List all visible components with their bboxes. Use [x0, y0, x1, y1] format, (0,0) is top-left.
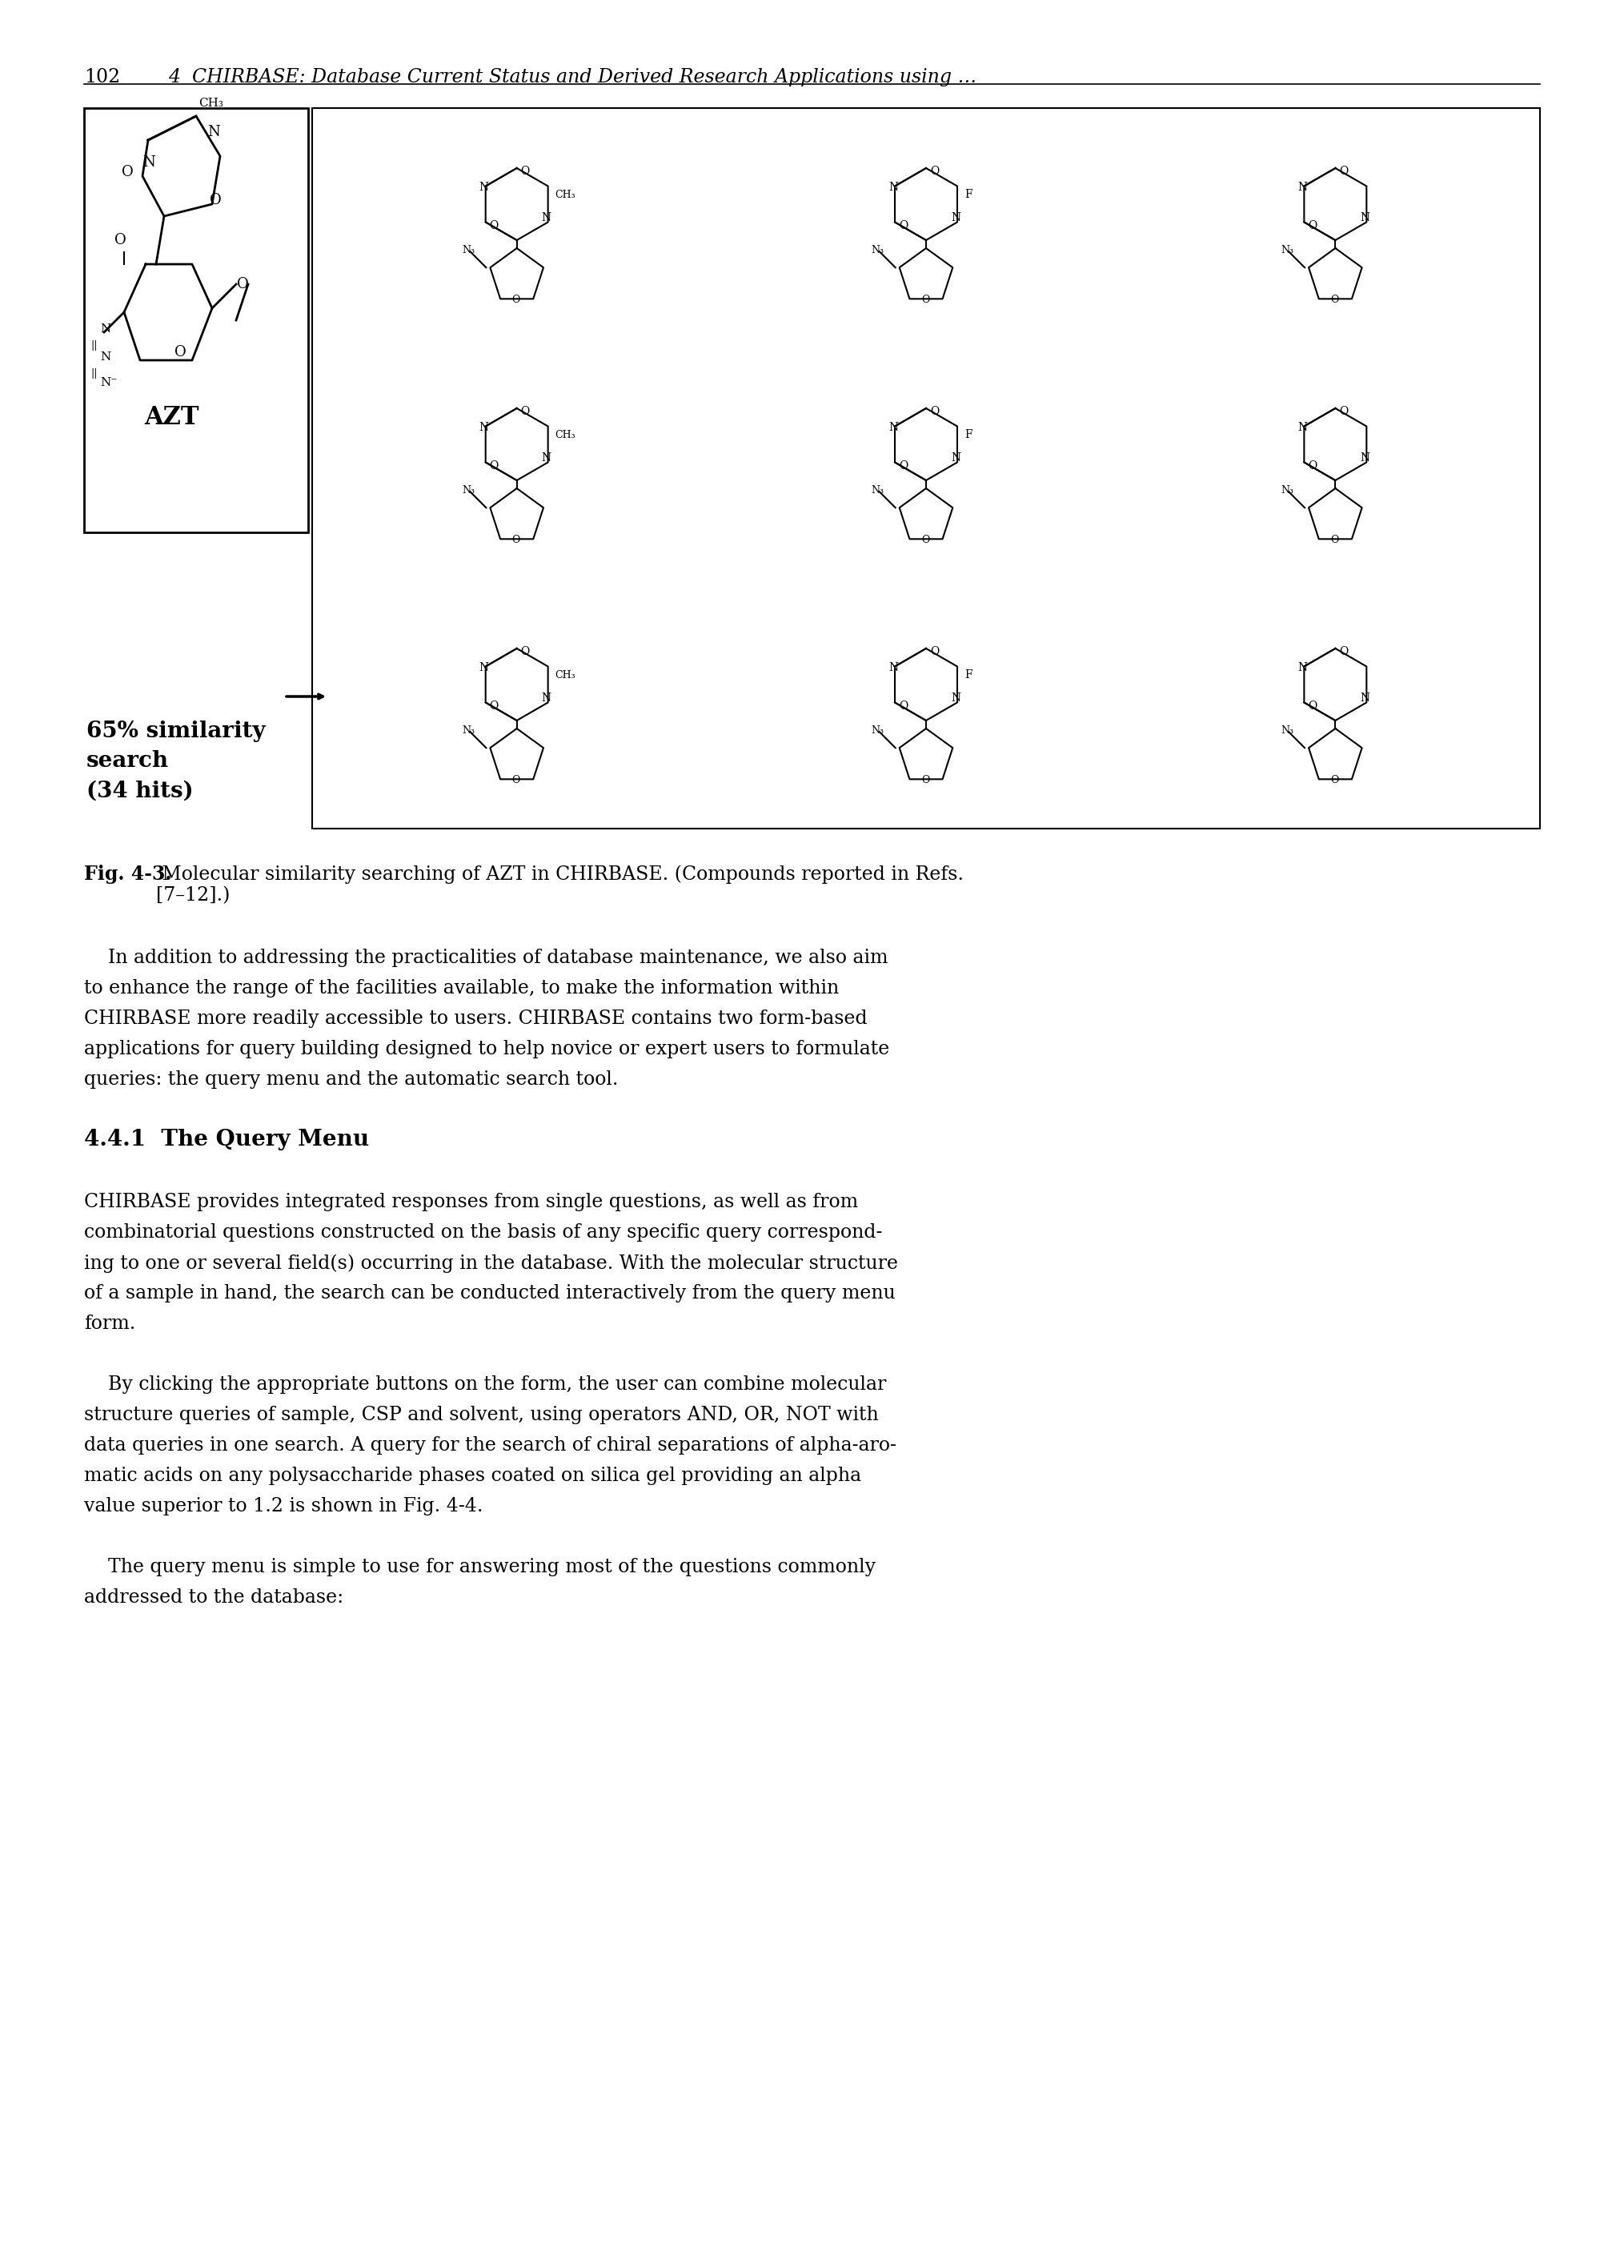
Text: O: O [1330, 535, 1338, 544]
Text: N₃: N₃ [1281, 245, 1293, 256]
Text: data queries in one search. A query for the search of chiral separations of alph: data queries in one search. A query for … [84, 1436, 896, 1454]
Text: O: O [1330, 295, 1338, 304]
Text: N₃: N₃ [1281, 485, 1293, 497]
Text: matic acids on any polysaccharide phases coated on silica gel providing an alpha: matic acids on any polysaccharide phases… [84, 1467, 861, 1486]
Text: O: O [898, 701, 908, 712]
Text: N: N [1361, 211, 1369, 222]
Text: O: O [921, 535, 929, 544]
Text: N: N [208, 125, 219, 138]
Text: N₃: N₃ [463, 485, 474, 497]
Text: O: O [489, 220, 499, 231]
Text: O: O [209, 193, 221, 206]
Text: F: F [965, 429, 973, 440]
Text: O: O [489, 460, 499, 472]
Text: N₃: N₃ [872, 245, 883, 256]
Text: By clicking the appropriate buttons on the form, the user can combine molecular: By clicking the appropriate buttons on t… [84, 1374, 887, 1395]
Text: In addition to addressing the practicalities of database maintenance, we also ai: In addition to addressing the practicali… [84, 948, 888, 966]
Text: O: O [1340, 166, 1348, 177]
Text: N: N [479, 662, 489, 674]
Text: to enhance the range of the facilities available, to make the information within: to enhance the range of the facilities a… [84, 980, 840, 998]
Text: N: N [479, 422, 489, 433]
Text: N₃: N₃ [1281, 726, 1293, 735]
Bar [312, 109, 1540, 828]
Text: applications for query building designed to help novice or expert users to formu: applications for query building designed… [84, 1041, 890, 1059]
Text: O: O [1309, 460, 1317, 472]
Text: value superior to 1.2 is shown in Fig. 4-4.: value superior to 1.2 is shown in Fig. 4… [84, 1497, 482, 1515]
Text: 4  CHIRBASE: Database Current Status and Derived Research Applications using …: 4 CHIRBASE: Database Current Status and … [167, 68, 976, 86]
Text: ||: || [91, 367, 97, 379]
Text: N: N [888, 662, 898, 674]
Text: N: N [541, 451, 551, 463]
Text: AZT: AZT [145, 406, 200, 431]
Text: O: O [114, 234, 127, 247]
Text: N: N [888, 422, 898, 433]
Text: N⁻: N⁻ [101, 376, 117, 388]
Text: 4.4.1  The Query Menu: 4.4.1 The Query Menu [84, 1129, 369, 1150]
Text: O: O [512, 295, 520, 304]
Text: O: O [512, 535, 520, 544]
Text: Molecular similarity searching of AZT in CHIRBASE. (Compounds reported in Refs.
: Molecular similarity searching of AZT in… [156, 864, 963, 905]
Text: O: O [521, 646, 529, 658]
Text: N: N [950, 451, 960, 463]
Text: queries: the query menu and the automatic search tool.: queries: the query menu and the automati… [84, 1070, 619, 1089]
Text: of a sample in hand, the search can be conducted interactively from the query me: of a sample in hand, the search can be c… [84, 1284, 895, 1302]
Text: N₃: N₃ [463, 245, 474, 256]
Text: structure queries of sample, CSP and solvent, using operators AND, OR, NOT with: structure queries of sample, CSP and sol… [84, 1406, 879, 1424]
Text: O: O [931, 166, 939, 177]
Text: O: O [521, 406, 529, 417]
Text: O: O [512, 776, 520, 785]
Text: CH₃: CH₃ [555, 669, 577, 680]
Text: Fig. 4-3.: Fig. 4-3. [84, 864, 172, 885]
Text: N: N [541, 211, 551, 222]
Text: N₃: N₃ [872, 726, 883, 735]
Text: 65% similarity
search
(34 hits): 65% similarity search (34 hits) [86, 721, 265, 803]
Text: combinatorial questions constructed on the basis of any specific query correspon: combinatorial questions constructed on t… [84, 1222, 882, 1241]
Text: 102: 102 [84, 68, 120, 86]
Text: O: O [1309, 220, 1317, 231]
Text: O: O [521, 166, 529, 177]
Text: F: F [965, 669, 973, 680]
Text: O: O [931, 646, 939, 658]
Text: ||: || [91, 340, 97, 352]
Text: N: N [1361, 451, 1369, 463]
Text: The query menu is simple to use for answering most of the questions commonly: The query menu is simple to use for answ… [84, 1558, 875, 1576]
Text: O: O [237, 277, 248, 290]
Text: N: N [950, 692, 960, 703]
Text: O: O [122, 166, 133, 179]
Text: O: O [898, 220, 908, 231]
Text: N: N [479, 181, 489, 193]
Text: O: O [1330, 776, 1338, 785]
Text: N: N [950, 211, 960, 222]
Text: O: O [1340, 646, 1348, 658]
Text: CHIRBASE provides integrated responses from single questions, as well as from: CHIRBASE provides integrated responses f… [84, 1193, 857, 1211]
Text: N: N [101, 352, 110, 363]
Text: F: F [965, 188, 973, 200]
Text: N: N [1298, 662, 1307, 674]
Text: O: O [174, 345, 187, 358]
Text: N: N [143, 154, 154, 170]
Text: CHIRBASE more readily accessible to users. CHIRBASE contains two form-based: CHIRBASE more readily accessible to user… [84, 1009, 867, 1027]
Text: N₃: N₃ [463, 726, 474, 735]
Text: N: N [1298, 422, 1307, 433]
Text: ing to one or several field(s) occurring in the database. With the molecular str: ing to one or several field(s) occurring… [84, 1254, 898, 1272]
Text: O: O [898, 460, 908, 472]
Text: O: O [931, 406, 939, 417]
Text: O: O [921, 776, 929, 785]
Text: form.: form. [84, 1315, 135, 1334]
Text: O: O [489, 701, 499, 712]
Text: N₃: N₃ [872, 485, 883, 497]
Text: N: N [1298, 181, 1307, 193]
Text: N: N [541, 692, 551, 703]
Text: CH₃: CH₃ [555, 191, 577, 200]
Text: O: O [921, 295, 929, 304]
Text: N: N [1361, 692, 1369, 703]
Bar [84, 109, 309, 533]
Text: O: O [1340, 406, 1348, 417]
Text: N: N [101, 324, 110, 336]
Text: CH₃: CH₃ [198, 98, 222, 109]
Text: O: O [1309, 701, 1317, 712]
Text: CH₃: CH₃ [555, 431, 577, 440]
Text: addressed to the database:: addressed to the database: [84, 1588, 343, 1606]
Text: N: N [888, 181, 898, 193]
